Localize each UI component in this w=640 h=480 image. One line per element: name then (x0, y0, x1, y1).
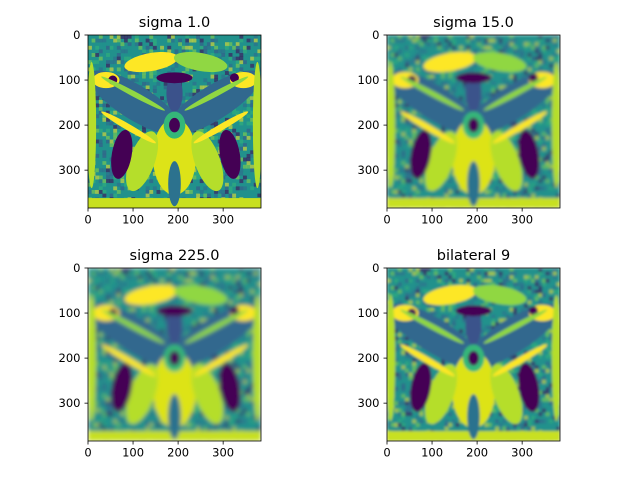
axes-frame (87, 267, 262, 442)
heatmap-image (88, 268, 261, 441)
x-tick-label: 0 (383, 446, 390, 460)
y-tick-label: 200 (358, 351, 380, 365)
y-tick-label: 200 (59, 118, 81, 132)
y-tick-label: 200 (358, 118, 380, 132)
panel-title: sigma 225.0 (130, 248, 220, 264)
panel-title: sigma 1.0 (139, 15, 210, 31)
x-tick-label: 300 (511, 446, 533, 460)
x-tick-label: 300 (511, 213, 533, 227)
y-tick-label: 100 (59, 73, 81, 87)
heatmap-image (387, 35, 560, 208)
x-tick-label: 200 (167, 446, 189, 460)
y-tick-label: 0 (73, 28, 80, 42)
y-tick-label: 100 (59, 306, 81, 320)
panel-4: bilateral 9 0 100 200 300 0 100 200 300 (358, 248, 561, 460)
x-tick-label: 0 (383, 213, 390, 227)
x-tick-label: 200 (466, 446, 488, 460)
y-tick-label: 0 (372, 261, 379, 275)
x-tick-label: 100 (421, 446, 443, 460)
y-tick-label: 100 (358, 73, 380, 87)
axes-frame (386, 267, 561, 442)
x-tick-label: 0 (84, 446, 91, 460)
y-tick-label: 0 (372, 28, 379, 42)
y-tick-label: 300 (59, 396, 81, 410)
panel-3: sigma 225.0 0 100 200 300 0 100 200 300 (59, 248, 262, 460)
x-tick-label: 100 (421, 213, 443, 227)
x-tick-label: 200 (466, 213, 488, 227)
axes-frame (87, 34, 262, 209)
y-tick-label: 300 (358, 163, 380, 177)
y-tick-label: 0 (73, 261, 80, 275)
x-tick-label: 0 (84, 213, 91, 227)
panel-title: sigma 15.0 (433, 15, 514, 31)
x-tick-label: 300 (212, 213, 234, 227)
y-tick-label: 300 (59, 163, 81, 177)
axes-frame (386, 34, 561, 209)
y-tick-label: 200 (59, 351, 81, 365)
panel-title: bilateral 9 (437, 248, 510, 264)
heatmap-image (387, 268, 560, 441)
x-tick-label: 300 (212, 446, 234, 460)
y-tick-label: 300 (358, 396, 380, 410)
y-tick-label: 100 (358, 306, 380, 320)
panel-1: sigma 1.0 0 100 200 300 0 100 200 300 (59, 15, 262, 227)
heatmap-image (88, 35, 261, 208)
x-tick-label: 100 (122, 446, 144, 460)
panel-2: sigma 15.0 0 100 200 300 0 100 200 300 (358, 15, 561, 227)
x-tick-label: 100 (122, 213, 144, 227)
x-tick-label: 200 (167, 213, 189, 227)
